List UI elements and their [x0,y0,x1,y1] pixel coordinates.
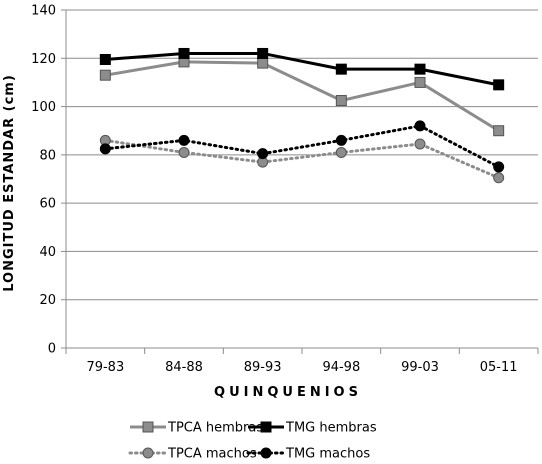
x-tick-label: 99-03 [401,360,439,375]
series-line [103,124,501,169]
data-point [335,95,347,107]
x-tick-label: 79-83 [86,360,124,375]
data-point [335,146,347,158]
series-1 [99,47,505,91]
legend-item: TPCA hembras [130,421,263,436]
data-point [99,143,111,155]
y-tick-label: 140 [31,4,56,19]
data-point [414,138,426,150]
legend-swatch-marker [142,447,154,459]
data-point [335,63,347,75]
data-point [493,161,505,173]
gridlines [66,9,538,301]
data-point [493,79,505,91]
x-tick-label: 89-93 [244,360,282,375]
data-point [178,134,190,146]
x-tick-label: 05-11 [480,360,518,375]
data-point [493,172,505,184]
legend-label: TMG hembras [285,421,377,436]
x-tick-labels: 79-83 84-88 89-93 94-98 99-03 05-11 [86,360,517,375]
y-tick-label: 60 [39,197,56,212]
data-point [178,47,190,59]
data-point [414,76,426,88]
y-tick-label: 80 [39,148,56,163]
legend-label: TPCA hembras [167,421,263,436]
data-point [99,69,111,81]
axes [61,9,539,354]
data-point [414,120,426,132]
legend-swatch-marker [142,421,154,433]
series-2 [99,134,505,184]
x-axis-title: QUINQUENIOS [214,385,362,400]
legend-label: TMG machos [285,447,370,462]
y-tick-label: 120 [31,52,56,67]
legend-label: TPCA machos [167,447,257,462]
x-tick-label: 94-98 [322,360,360,375]
data-point [257,148,269,160]
data-point [178,146,190,158]
series-line [105,60,500,132]
legend-item: TPCA machos [128,447,257,462]
y-tick-label: 100 [31,100,56,115]
legend-item: TMG machos [246,447,370,462]
series-0 [99,56,505,137]
y-tick-label: 0 [48,342,56,357]
y-tick-label: 20 [39,293,56,308]
y-tick-label: 40 [39,245,56,260]
y-tick-labels: 0 20 40 60 80 100 120 140 [31,4,56,357]
series-line [105,51,499,87]
data-point [493,125,505,137]
data-point [414,63,426,75]
series-lines [99,47,505,184]
y-axis-title: LONGITUD ESTANDAR (cm) [2,74,17,292]
series-3 [99,120,505,173]
data-point [335,134,347,146]
series-line [103,138,501,180]
data-point [257,57,269,69]
data-point [257,47,269,59]
legend: TPCA hembras TMG hembras TPCA machos TMG ma… [128,421,377,462]
data-point [99,53,111,65]
legend-item: TMG hembras [248,421,377,436]
legend-swatch-marker [260,447,272,459]
legend-swatch-marker [260,421,272,433]
x-tick-label: 84-88 [165,360,203,375]
